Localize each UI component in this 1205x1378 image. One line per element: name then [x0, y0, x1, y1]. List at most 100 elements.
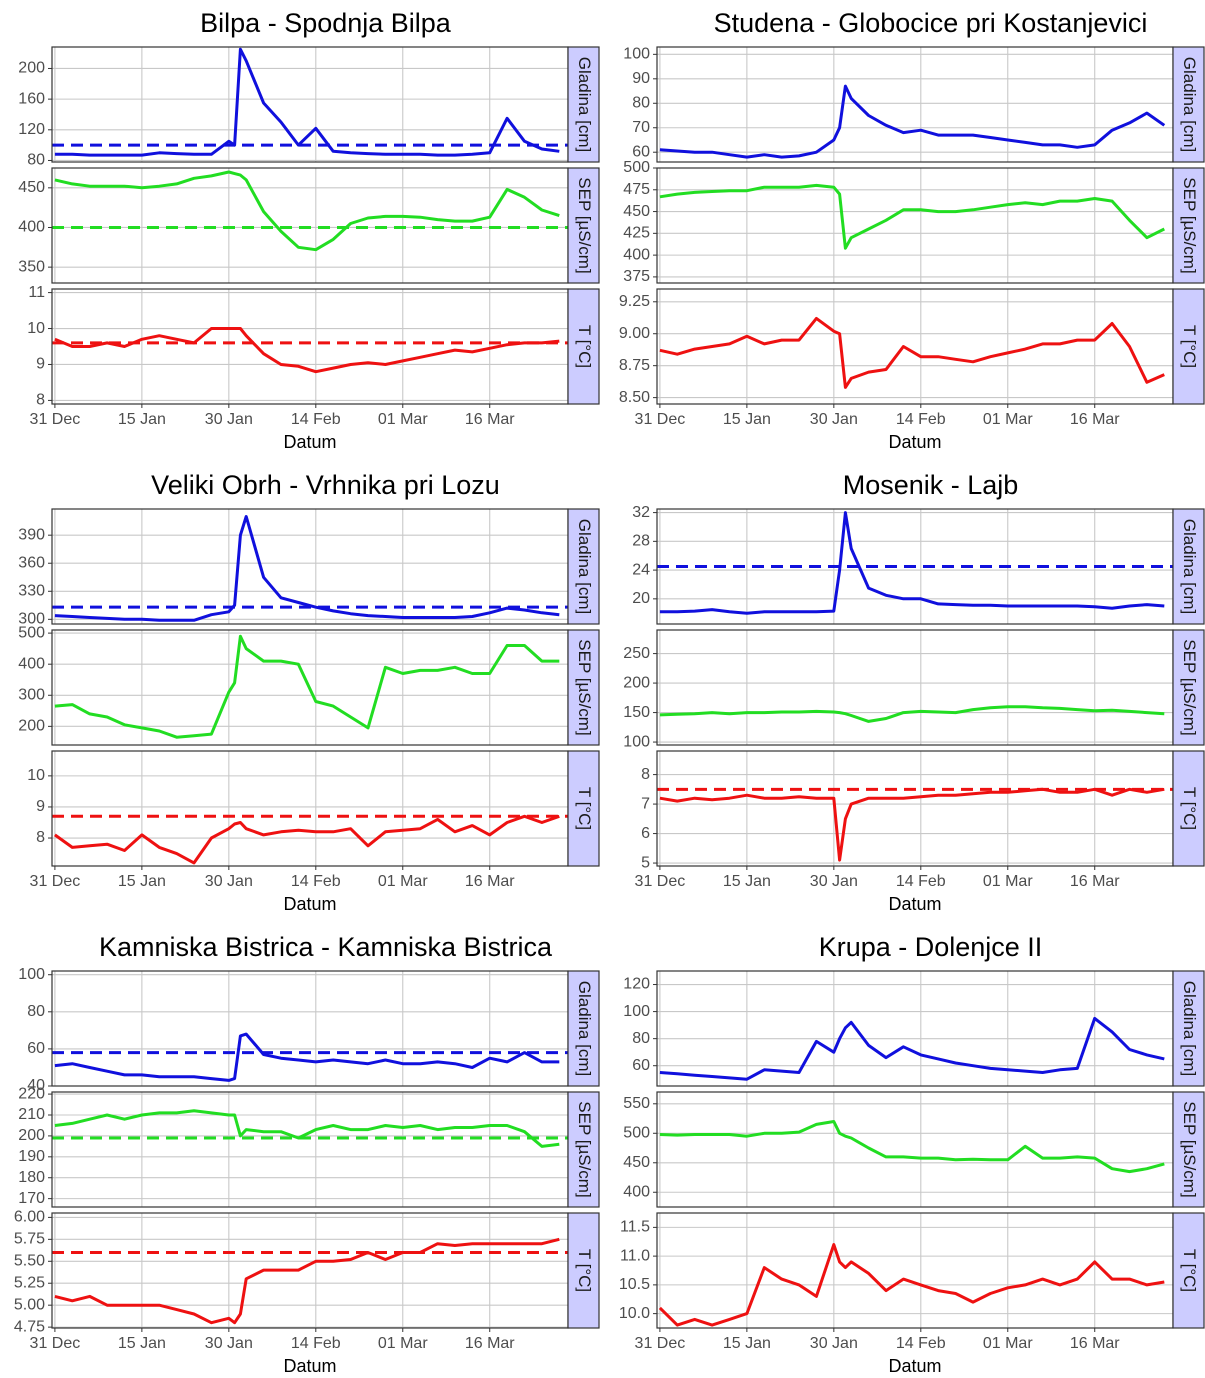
y-tick-label: 210	[18, 1106, 45, 1123]
y-tick-label: 190	[18, 1148, 45, 1165]
strip-label: T [°C]	[575, 1249, 594, 1292]
x-tick-label: 14 Feb	[291, 411, 341, 428]
x-tick-label: 30 Jan	[205, 873, 253, 890]
y-tick-label: 5	[641, 854, 650, 871]
strip-label: SEP [µS/cm]	[575, 1101, 594, 1197]
y-tick-label: 375	[623, 268, 650, 285]
y-tick-label: 550	[623, 1095, 650, 1112]
strip-label: Gladina [cm]	[575, 981, 594, 1076]
y-tick-label: 425	[623, 225, 650, 242]
y-tick-label: 70	[632, 119, 650, 136]
y-tick-label: 400	[18, 655, 45, 672]
x-tick-label: 31 Dec	[635, 873, 686, 890]
strip-background	[567, 167, 600, 284]
y-tick-label: 40	[27, 1077, 45, 1094]
y-tick-label: 300	[18, 611, 45, 628]
x-tick-label: 30 Jan	[810, 411, 858, 428]
y-tick-label: 330	[18, 582, 45, 599]
chart-title: Mosenik - Lajb	[843, 470, 1019, 500]
y-tick-label: 5.50	[14, 1253, 45, 1270]
chart-title: Veliki Obrh - Vrhnika pri Lozu	[151, 470, 500, 500]
strip-label: SEP [µS/cm]	[575, 639, 594, 735]
x-tick-label: 15 Jan	[118, 411, 166, 428]
x-tick-label: 30 Jan	[810, 873, 858, 890]
y-tick-label: 350	[18, 258, 45, 275]
panel-background	[52, 1092, 568, 1207]
x-tick-label: 31 Dec	[30, 411, 81, 428]
panel-background	[657, 47, 1173, 162]
y-tick-label: 5.75	[14, 1231, 45, 1248]
strip-label: Gladina [cm]	[1180, 981, 1199, 1076]
x-tick-label: 01 Mar	[983, 411, 1033, 428]
x-tick-label: 01 Mar	[983, 873, 1033, 890]
y-tick-label: 250	[623, 645, 650, 662]
y-tick-label: 200	[18, 60, 45, 77]
x-tick-label: 14 Feb	[896, 873, 946, 890]
y-tick-label: 7	[641, 795, 650, 812]
data-line	[54, 515, 560, 622]
x-tick-label: 01 Mar	[378, 873, 428, 890]
strip-background	[1172, 1091, 1205, 1208]
y-tick-label: 60	[632, 143, 650, 160]
y-tick-label: 170	[18, 1190, 45, 1207]
x-tick-label: 31 Dec	[30, 873, 81, 890]
strip-label: T [°C]	[1180, 325, 1199, 368]
strip-background	[1172, 1212, 1205, 1329]
x-tick-label: 01 Mar	[378, 1335, 428, 1352]
panel-background	[657, 971, 1173, 1086]
x-axis-title: Datum	[888, 1356, 941, 1376]
y-tick-label: 200	[18, 718, 45, 735]
strip-background	[567, 508, 600, 625]
y-tick-label: 360	[18, 554, 45, 571]
x-tick-label: 14 Feb	[291, 1335, 341, 1352]
y-tick-label: 450	[623, 1154, 650, 1171]
strip-label: T [°C]	[575, 787, 594, 830]
strip-background	[1172, 508, 1205, 625]
y-tick-label: 8	[36, 392, 45, 409]
y-tick-label: 11.5	[620, 1219, 650, 1236]
y-tick-label: 8	[641, 766, 650, 783]
x-tick-label: 16 Mar	[1070, 1335, 1120, 1352]
data-line	[659, 1016, 1165, 1081]
panel-background	[657, 751, 1173, 866]
x-axis-title: Datum	[283, 432, 336, 452]
data-line	[659, 316, 1165, 389]
y-tick-label: 11	[28, 284, 45, 301]
strip-background	[567, 750, 600, 867]
y-tick-label: 80	[27, 1003, 45, 1020]
strip-background	[567, 970, 600, 1087]
panel-background	[657, 1213, 1173, 1328]
strip-label: SEP [µS/cm]	[1180, 639, 1199, 735]
x-axis-title: Datum	[283, 894, 336, 914]
x-axis-title: Datum	[283, 1356, 336, 1376]
strip-label: Gladina [cm]	[1180, 57, 1199, 152]
x-tick-label: 15 Jan	[723, 873, 771, 890]
panel-background	[657, 168, 1173, 283]
panel-background	[657, 289, 1173, 404]
data-line	[659, 787, 1165, 862]
y-tick-label: 450	[18, 179, 45, 196]
x-tick-label: 01 Mar	[983, 1335, 1033, 1352]
y-tick-label: 200	[18, 1127, 45, 1144]
x-tick-label: 15 Jan	[118, 1335, 166, 1352]
y-tick-label: 150	[623, 704, 650, 721]
x-tick-label: 31 Dec	[635, 1335, 686, 1352]
y-tick-label: 5.00	[14, 1296, 45, 1313]
data-line	[54, 634, 560, 739]
data-line	[659, 84, 1166, 159]
strip-label: Gladina [cm]	[1180, 519, 1199, 614]
y-tick-label: 10.0	[619, 1305, 650, 1322]
y-tick-label: 400	[623, 246, 650, 263]
chart: Veliki Obrh - Vrhnika pri Lozu 300 330 360 3…	[18, 470, 600, 914]
strip-label: SEP [µS/cm]	[575, 177, 594, 273]
data-line	[54, 327, 560, 374]
x-axis-title: Datum	[888, 432, 941, 452]
y-tick-label: 475	[623, 181, 650, 198]
panel-background	[52, 1213, 568, 1328]
y-tick-label: 20	[632, 590, 650, 607]
y-tick-label: 500	[623, 1125, 650, 1142]
x-tick-label: 15 Jan	[723, 1335, 771, 1352]
panel-background	[52, 751, 568, 866]
x-tick-label: 16 Mar	[1070, 411, 1120, 428]
chart-title: Kamniska Bistrica - Kamniska Bistrica	[99, 932, 553, 962]
